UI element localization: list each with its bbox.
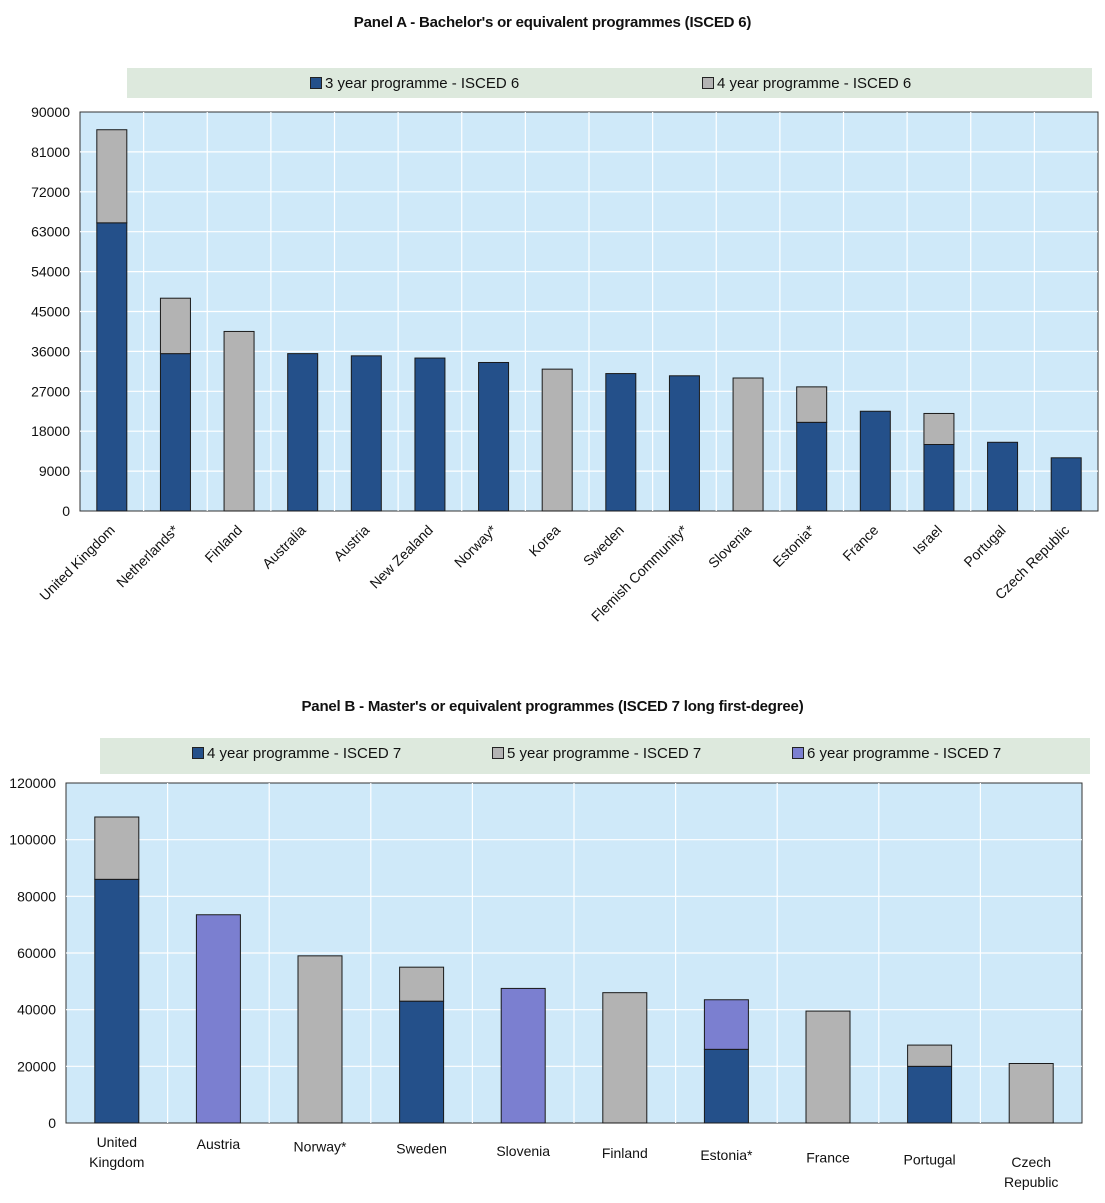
bar-segment	[159, 353, 191, 512]
bar-segment	[541, 368, 573, 512]
panel-a-legend: 3 year programme - ISCED 6 4 year progra…	[127, 68, 1092, 98]
legend-swatch	[310, 77, 322, 89]
bar-segment	[732, 377, 764, 512]
category-label: Netherlands*	[113, 521, 182, 590]
bar-segment	[399, 1000, 445, 1124]
category-label: Sweden	[396, 1141, 447, 1157]
category-label: Portugal	[904, 1152, 956, 1168]
y-tick-label: 20000	[17, 1058, 56, 1074]
legend-label: 6 year programme - ISCED 7	[807, 745, 1002, 762]
bar-segment	[805, 1010, 851, 1124]
category-label: Sweden	[580, 522, 627, 569]
y-tick-label: 9000	[39, 463, 70, 479]
y-tick-label: 100000	[9, 832, 56, 848]
bar-segment	[500, 987, 546, 1124]
category-label: Estonia*	[770, 521, 819, 570]
legend-item: 5 year programme - ISCED 7	[492, 745, 701, 762]
panel-b-legend: 4 year programme - ISCED 7 5 year progra…	[100, 738, 1090, 774]
y-tick-label: 81000	[31, 144, 70, 160]
bar-segment	[287, 353, 319, 512]
legend-item: 3 year programme - ISCED 6	[310, 75, 519, 92]
legend-swatch	[492, 747, 504, 759]
y-tick-label: 45000	[31, 304, 70, 320]
bar-segment	[703, 1048, 749, 1124]
bar-segment	[923, 412, 955, 446]
legend-item: 4 year programme - ISCED 6	[702, 75, 911, 92]
category-label: Portugal	[960, 522, 1008, 570]
category-label: Austria	[197, 1136, 241, 1152]
panel-a-title: Panel A - Bachelor's or equivalent progr…	[353, 14, 752, 31]
category-label: France	[839, 522, 881, 564]
category-label: United Kingdom	[89, 1134, 144, 1170]
panel-b: Panel B - Master's or equivalent program…	[0, 690, 1105, 1203]
bar-segment	[859, 410, 891, 512]
category-label: United Kingdom	[36, 522, 118, 604]
bar-segment	[94, 878, 140, 1124]
panel-b-title: Panel B - Master's or equivalent program…	[301, 698, 804, 715]
bar-segment	[1008, 1063, 1054, 1124]
legend-item: 4 year programme - ISCED 7	[192, 745, 401, 762]
category-label: Finland	[602, 1145, 648, 1161]
bar-segment	[350, 355, 382, 512]
category-label: Estonia*	[700, 1147, 753, 1163]
y-tick-label: 0	[62, 503, 70, 519]
category-label: Finland	[201, 522, 245, 566]
bar-segment	[223, 330, 255, 512]
y-tick-label: 72000	[31, 184, 70, 200]
bar-segment	[668, 375, 700, 512]
legend-swatch	[192, 747, 204, 759]
bar-segment	[399, 966, 445, 1002]
bar-segment	[297, 955, 343, 1124]
category-label: Norway*	[294, 1138, 347, 1154]
bar-segment	[987, 441, 1019, 512]
legend-item: 6 year programme - ISCED 7	[792, 745, 1001, 762]
bar-segment	[414, 357, 446, 512]
y-tick-label: 36000	[31, 343, 70, 359]
bar-segment	[703, 999, 749, 1050]
y-tick-label: 80000	[17, 888, 56, 904]
category-label: Czech Republic	[1004, 1154, 1058, 1190]
panel-b-chart: 120000 100000 80000 60000 40000 20000 0 United K…	[9, 775, 1083, 1190]
legend-label: 5 year programme - ISCED 7	[507, 745, 702, 762]
category-label: Israel	[910, 522, 946, 558]
bar-segment	[796, 421, 828, 512]
category-label: Norway*	[451, 521, 500, 570]
y-tick-label: 40000	[17, 1002, 56, 1018]
bar-segment	[195, 914, 241, 1124]
y-tick-label: 0	[48, 1115, 56, 1131]
y-tick-label: 60000	[17, 945, 56, 961]
y-tick-label: 90000	[31, 104, 70, 120]
y-tick-label: 18000	[31, 423, 70, 439]
bar-segment	[923, 444, 955, 512]
legend-label: 4 year programme - ISCED 6	[717, 75, 912, 92]
bar-segment	[907, 1065, 953, 1124]
category-label: Slovenia	[496, 1143, 550, 1159]
legend-label: 3 year programme - ISCED 6	[325, 75, 520, 92]
bar-segment	[1050, 457, 1082, 512]
category-label: Australia	[259, 522, 309, 572]
legend-swatch	[702, 77, 714, 89]
category-label: New Zealand	[366, 522, 436, 592]
bar-segment	[605, 373, 637, 512]
bar-segment	[478, 361, 510, 512]
legend-label: 4 year programme - ISCED 7	[207, 745, 402, 762]
category-label: France	[806, 1149, 850, 1165]
y-tick-label: 63000	[31, 224, 70, 240]
bar-segment	[94, 816, 140, 880]
category-label: Slovenia	[705, 522, 754, 571]
bar-segment	[907, 1044, 953, 1067]
bar-segment	[796, 386, 828, 423]
category-label: Austria	[330, 522, 372, 564]
panel-a: Panel A - Bachelor's or equivalent progr…	[31, 14, 1099, 624]
y-tick-label: 54000	[31, 264, 70, 280]
bar-segment	[602, 992, 648, 1124]
bar-segment	[96, 129, 128, 224]
bar-segment	[159, 297, 191, 355]
y-tick-label: 27000	[31, 383, 70, 399]
y-tick-label: 120000	[9, 775, 56, 791]
panel-a-chart: 9000081000720006300054000450003600027000…	[31, 104, 1099, 624]
bar-segment	[96, 222, 128, 512]
legend-swatch	[792, 747, 804, 759]
category-label: Korea	[526, 522, 564, 560]
